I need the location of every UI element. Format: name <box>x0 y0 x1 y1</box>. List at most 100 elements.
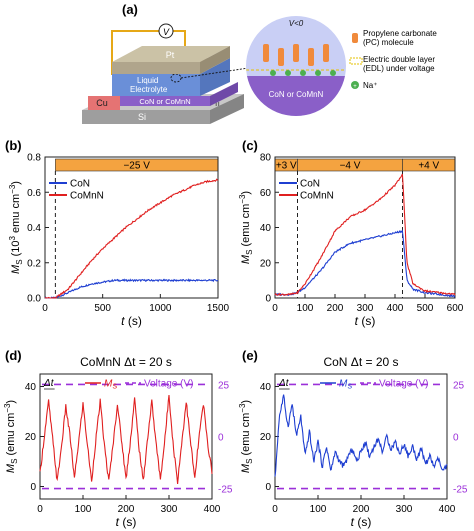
legend-label: Voltage (V) <box>379 379 428 390</box>
pc-molecule <box>293 44 299 62</box>
na-ion <box>270 70 276 76</box>
inset-film-label: CoN or CoMnN <box>269 90 324 99</box>
y-axis-label: MS (emu cm−3) <box>238 400 254 473</box>
voltage-bar-label: +3 V <box>276 161 297 172</box>
chart-title: CoN Δt = 20 s <box>323 355 398 369</box>
panel-a-label: (a) <box>122 2 138 17</box>
y-tick-label: 0.8 <box>27 153 41 164</box>
x-tick-label: 0 <box>42 303 48 314</box>
edl-icon <box>349 57 363 65</box>
inset-legend: Propylene carbonate (PC) molecule Electr… <box>349 29 437 90</box>
panel-e-label: (e) <box>242 348 258 363</box>
na-ion <box>330 70 336 76</box>
na-ion-plus: + <box>353 84 357 90</box>
x-tick-label: 600 <box>447 303 464 314</box>
x-tick-label: 0 <box>272 504 278 515</box>
x-axis-label: t (s) <box>116 515 137 529</box>
x-tick-label: 1500 <box>207 303 230 314</box>
liquid-label-1: Liquid <box>137 76 158 85</box>
y2-tick-label: 25 <box>453 380 465 391</box>
x-tick-label: 200 <box>353 504 370 515</box>
ti-label: Ti <box>214 101 220 108</box>
panel-b: (b) −25 V 0 500 1000 1500 0.0 0.2 0.4 0.6 0.8 t (s… <box>5 138 230 328</box>
panel-e: (e) CoN Δt = 20 s 0 100 200 300 400 0 20 40 t (s)… <box>238 348 468 529</box>
x-axis-label: t (s) <box>121 314 142 328</box>
y-tick-label: 0 <box>265 482 271 493</box>
liquid-label-2: Electrolyte <box>130 85 168 94</box>
plot-frame <box>39 373 213 500</box>
y-tick-label: 40 <box>260 223 272 234</box>
pt-side <box>200 46 230 74</box>
film-side <box>210 82 238 106</box>
voltage-bar-label: −25 V <box>123 161 150 172</box>
plot-frame <box>274 373 448 500</box>
x-tick-label: 200 <box>118 504 135 515</box>
edl-legend-line2: (EDL) under voltage <box>363 64 435 73</box>
x-axis-label: t (s) <box>355 314 376 328</box>
na-ion-icon <box>351 81 359 89</box>
y-tick-label: 40 <box>25 382 37 393</box>
si-front <box>82 110 210 124</box>
na-ion <box>300 70 306 76</box>
film-label: CoN or CoMnN <box>139 97 190 106</box>
y-tick-label: 80 <box>260 153 272 164</box>
y-tick-label: 20 <box>260 258 272 269</box>
panel-c: (c) +3 V −4 V +4 V 0 100 200 300 400 500 600 0 20 40… <box>238 138 464 328</box>
series-line-con <box>44 278 219 299</box>
x-tick-label: 0 <box>37 504 43 515</box>
na-legend: Na⁺ <box>363 81 377 90</box>
chart-title: CoMnN Δt = 20 s <box>80 355 172 369</box>
pc-legend-line1: Propylene carbonate <box>363 29 437 38</box>
y-tick-label: 40 <box>260 382 272 393</box>
x-tick-label: 300 <box>396 504 413 515</box>
y2-tick-label: 0 <box>453 433 459 444</box>
pc-molecule <box>308 48 314 66</box>
panel-a: (a) V Si Ti Cu CoN or CoMnN Liquid Elect… <box>82 2 437 124</box>
x-tick-label: 300 <box>161 504 178 515</box>
wire-left <box>111 30 160 75</box>
y-tick-label: 0 <box>30 482 36 493</box>
liquid-side <box>200 58 230 96</box>
x-tick-label: 100 <box>297 303 314 314</box>
y-tick-label: 60 <box>260 188 272 199</box>
series-line-con <box>274 229 456 298</box>
pc-molecules <box>263 44 336 76</box>
series-line-comnn <box>44 178 219 299</box>
y-tick-label: 0.4 <box>27 223 41 234</box>
y2-tick-label: -25 <box>218 485 233 496</box>
voltmeter-wiring: V <box>111 23 186 75</box>
pc-legend-line2: (PC) molecule <box>363 38 414 47</box>
panel-d: (d) CoMnN Δt = 20 s 0 100 200 300 400 0 20 40 t (… <box>3 348 233 529</box>
pc-molecule-icon <box>352 33 358 43</box>
legend-label: MS <box>339 379 352 391</box>
x-axis-label: t (s) <box>351 515 372 529</box>
voltage-bar-label: +4 V <box>418 161 439 172</box>
panel-b-label: (b) <box>5 138 22 153</box>
inset-voltage-label: V<0 <box>289 19 304 28</box>
voltmeter-symbol: V <box>163 27 170 37</box>
legend-label: CoN <box>70 179 90 190</box>
film-front <box>120 96 210 106</box>
y-tick-label: 0 <box>265 294 271 305</box>
wire-right <box>172 30 186 50</box>
legend-label: CoMnN <box>70 191 104 202</box>
voltmeter-icon <box>158 23 174 39</box>
y-tick-label: 20 <box>25 432 37 443</box>
legend-label: CoMnN <box>300 191 334 202</box>
delta-t-label: Δt <box>43 378 55 389</box>
pc-molecule <box>278 48 284 66</box>
si-side <box>210 94 244 124</box>
y-tick-label: 0.2 <box>27 258 41 269</box>
x-tick-label: 500 <box>94 303 111 314</box>
edl-legend-line1: Electric double layer <box>363 55 435 64</box>
cu-label: Cu <box>96 98 108 108</box>
y-axis-label: MS (emu cm−3) <box>3 400 19 473</box>
y-tick-label: 20 <box>260 432 272 443</box>
legend-label: CoN <box>300 179 320 190</box>
y2-tick-label: 25 <box>218 380 230 391</box>
y-axis-label: MS (103 emu cm−3) <box>8 181 24 274</box>
panel-d-label: (d) <box>5 348 22 363</box>
x-tick-label: 200 <box>327 303 344 314</box>
na-ion <box>315 70 321 76</box>
